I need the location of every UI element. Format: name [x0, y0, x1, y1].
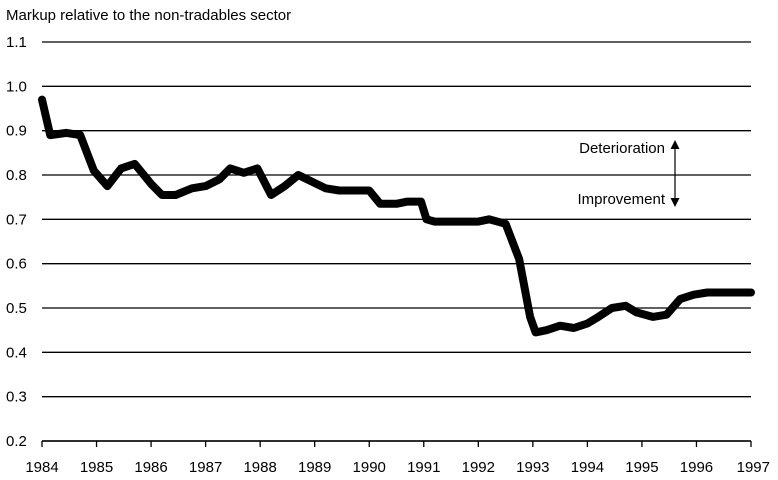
x-tick-label: 1985 [80, 459, 113, 476]
y-tick-label: 0.8 [6, 167, 27, 184]
x-tick-label: 1986 [134, 459, 167, 476]
y-tick-label: 0.6 [6, 256, 27, 273]
y-tick-label: 0.4 [6, 344, 27, 361]
annotation-improvement: Improvement [577, 191, 665, 208]
x-tick-label: 1994 [571, 459, 604, 476]
series-line [38, 95, 755, 337]
x-tick-label: 1987 [189, 459, 222, 476]
x-tick-label: 1997 [737, 459, 770, 476]
y-tick-label: 0.9 [6, 123, 27, 140]
grid-lines [41, 41, 752, 447]
y-tick-labels: 0.2 0.3 0.4 0.5 0.6 0.7 0.8 0.9 1.0 1.1 [6, 34, 27, 450]
y-tick-label: 1.0 [6, 78, 27, 95]
x-tick-label: 1984 [25, 459, 58, 476]
x-tick-label: 1988 [243, 459, 276, 476]
arrow-down-icon [670, 198, 680, 207]
x-tick-label: 1993 [516, 459, 549, 476]
y-tick-label: 0.7 [6, 211, 27, 228]
y-tick-label: 1.1 [6, 34, 27, 51]
annotation-deterioration: Deterioration [579, 140, 665, 157]
x-tick-label: 1995 [625, 459, 658, 476]
y-tick-label: 0.5 [6, 300, 27, 317]
x-tick-label: 1996 [680, 459, 713, 476]
x-tick-label: 1990 [353, 459, 386, 476]
x-tick-label: 1989 [298, 459, 331, 476]
y-tick-label: 0.2 [6, 433, 27, 450]
x-tick-label: 1992 [462, 459, 495, 476]
x-tick-labels: 1984 1985 1986 1987 1988 1989 1990 1991 1992 1993… [25, 459, 770, 476]
direction-annotation: Deterioration Improvement [577, 140, 680, 208]
x-tick-label: 1991 [407, 459, 440, 476]
y-tick-label: 0.3 [6, 389, 27, 406]
arrow-up-icon [670, 140, 680, 149]
chart-title: Markup relative to the non-tradables sec… [6, 7, 291, 24]
